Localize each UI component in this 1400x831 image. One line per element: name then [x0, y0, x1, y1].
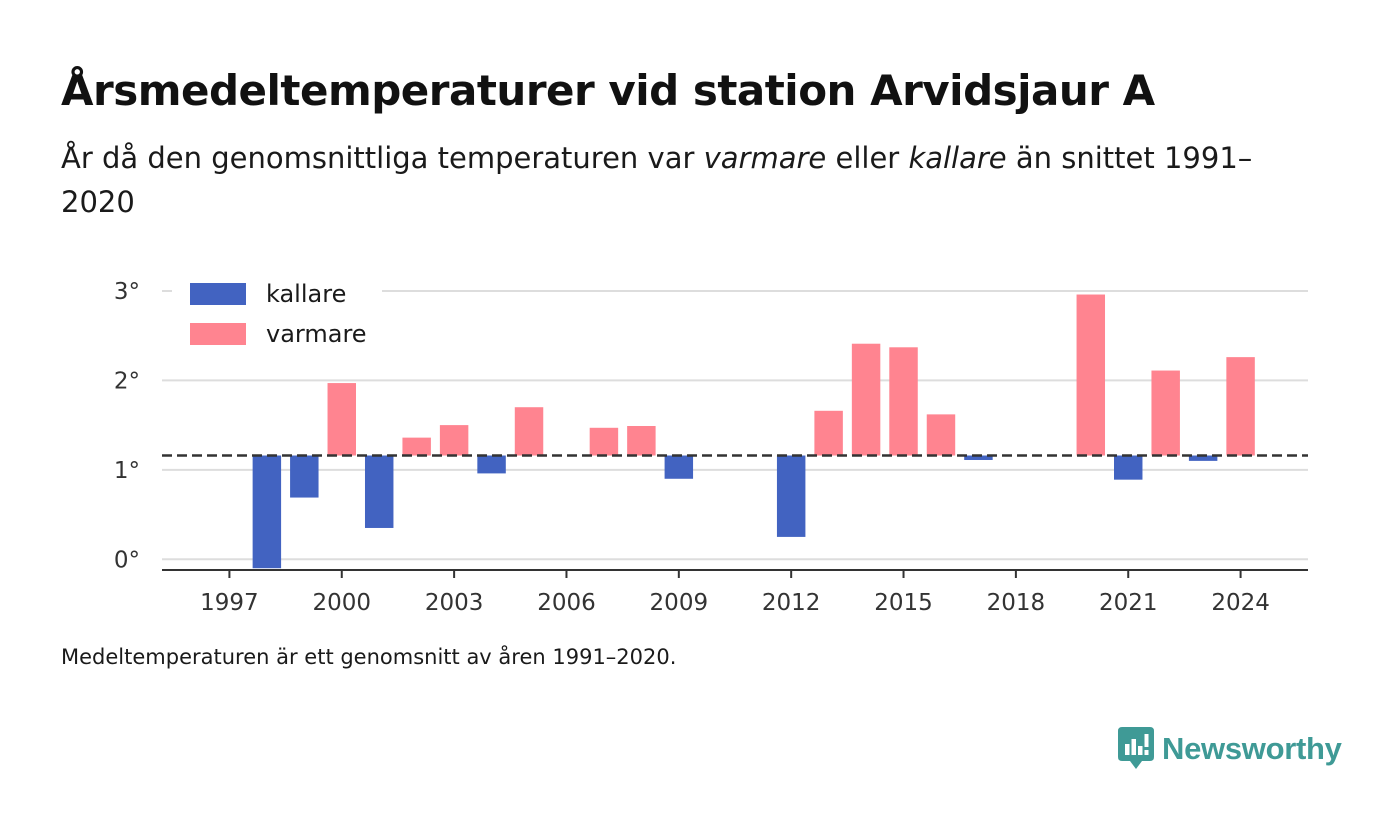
- x-tick-label: 2018: [987, 590, 1046, 616]
- bar-1998: [252, 455, 282, 569]
- bar-2004: [477, 455, 506, 474]
- bar-2014: [851, 343, 881, 456]
- x-tick-label: 2003: [425, 590, 484, 616]
- bar-2013: [814, 410, 843, 456]
- bar-2008: [627, 426, 656, 456]
- x-tick-label: 1997: [200, 590, 259, 616]
- bar-2017: [964, 455, 993, 460]
- bar-2021: [1114, 455, 1143, 480]
- brand-logo[interactable]: Newsworthy: [1118, 727, 1342, 771]
- x-tick-label: 2024: [1211, 590, 1270, 616]
- subtitle-warmer-word: varmare: [703, 141, 827, 175]
- bar-2003: [439, 425, 469, 456]
- bar-2020: [1076, 294, 1106, 456]
- bars: [252, 294, 1255, 569]
- legend: kallare varmare: [172, 274, 382, 354]
- legend-swatch-varmare: [190, 323, 246, 345]
- chart-subtitle: År då den genomsnittliga temperaturen va…: [61, 136, 1281, 224]
- bar-2000: [327, 383, 356, 456]
- y-tick-label: 3°: [114, 279, 140, 305]
- legend-swatch-kallare: [190, 283, 246, 305]
- bar-chart: 0° 1° 2° 3° 1997 2000 2003 2006 2009 2012 2015 201…: [113, 274, 1308, 616]
- x-tick-label: 2006: [537, 590, 596, 616]
- bar-2024: [1226, 357, 1255, 456]
- bar-2023: [1188, 455, 1218, 461]
- legend-label-varmare: varmare: [266, 320, 367, 348]
- x-tick-label: 2000: [312, 590, 371, 616]
- x-axis: 1997 2000 2003 2006 2009 2012 2015 2018 2021 2024: [162, 569, 1308, 616]
- subtitle-text-middle: eller: [826, 141, 909, 175]
- bar-1999: [290, 455, 319, 498]
- bar-2001: [364, 455, 394, 528]
- newsworthy-logo-icon: [1118, 727, 1154, 769]
- y-tick-label: 1°: [114, 458, 140, 484]
- x-tick-label: 2009: [650, 590, 709, 616]
- subtitle-text-end: än snittet 1991–2020: [61, 141, 1253, 219]
- footnote: Medeltemperaturen är ett genomsnitt av å…: [61, 645, 677, 669]
- bar-2007: [589, 427, 619, 456]
- bar-2002: [402, 437, 431, 456]
- bar-2009: [664, 455, 694, 479]
- x-tick-label: 2021: [1099, 590, 1158, 616]
- bar-2015: [889, 347, 918, 456]
- y-axis-ticks: 0° 1° 2° 3°: [114, 279, 140, 573]
- chart-title: Årsmedeltemperaturer vid station Arvidsj…: [61, 66, 1155, 115]
- legend-label-kallare: kallare: [266, 280, 346, 308]
- subtitle-text-start: År då den genomsnittliga temperaturen va…: [61, 141, 704, 175]
- y-tick-label: 0°: [114, 547, 140, 573]
- bar-2005: [514, 407, 544, 456]
- bar-2016: [926, 414, 956, 456]
- bar-2022: [1151, 370, 1180, 456]
- brand-name: Newsworthy: [1162, 731, 1342, 766]
- subtitle-colder-word: kallare: [908, 141, 1007, 175]
- y-tick-label: 2°: [114, 368, 140, 394]
- bar-2012: [776, 455, 806, 537]
- x-tick-label: 2012: [762, 590, 821, 616]
- x-tick-label: 2015: [874, 590, 933, 616]
